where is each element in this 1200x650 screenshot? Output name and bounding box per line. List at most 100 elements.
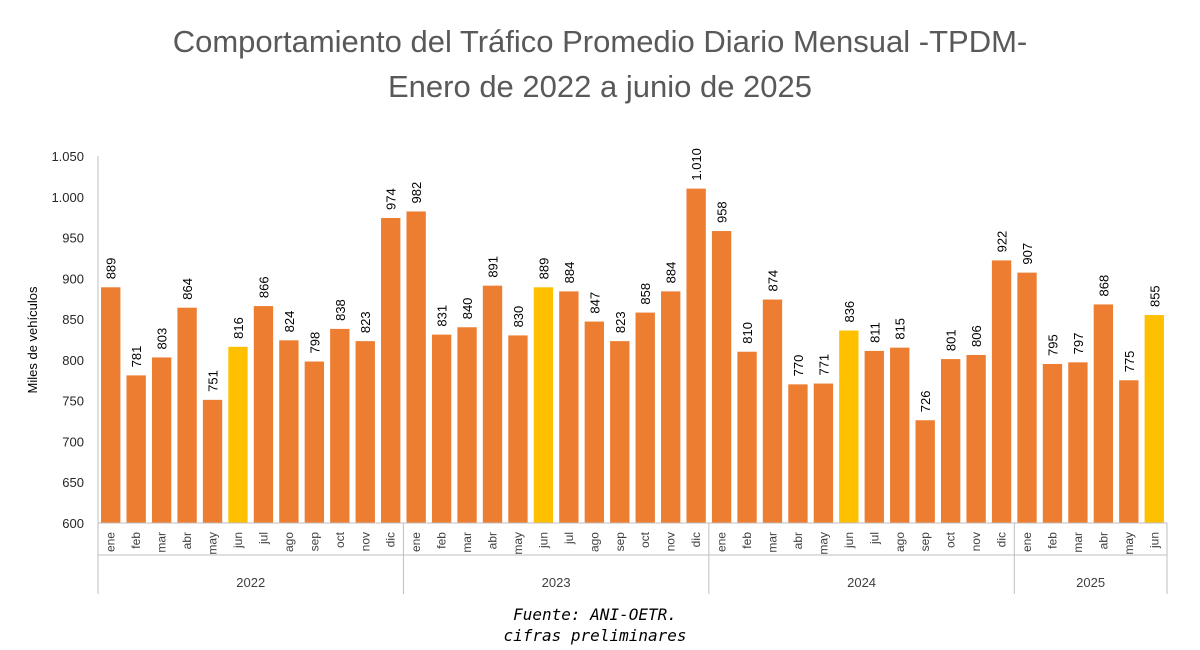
data-label: 866 <box>256 276 271 298</box>
bar-2024-abr <box>788 384 808 523</box>
month-label: abr <box>180 532 194 549</box>
month-label: may <box>206 532 220 555</box>
month-label: ago <box>893 532 907 552</box>
data-label: 889 <box>104 258 119 280</box>
data-label: 884 <box>562 262 577 284</box>
month-label: may <box>816 532 830 555</box>
month-label: sep <box>918 532 932 552</box>
month-label: may <box>1122 532 1136 555</box>
month-label: sep <box>307 532 321 552</box>
data-label: 831 <box>435 305 450 327</box>
year-label: 2025 <box>1076 575 1105 590</box>
month-label: nov <box>358 532 372 551</box>
bar-2023-mar <box>457 327 477 523</box>
bar-2023-ene <box>406 211 426 524</box>
data-label: 922 <box>995 231 1010 253</box>
bar-2023-nov <box>661 291 681 523</box>
month-label: dic <box>995 532 1009 547</box>
bar-2024-mar <box>762 299 783 523</box>
bar-2023-abr <box>482 285 503 523</box>
data-label: 884 <box>664 262 679 284</box>
bar-2024-ago <box>890 347 910 523</box>
bar-2022-may <box>202 399 223 523</box>
bar-2024-dic <box>991 260 1012 523</box>
data-label: 982 <box>409 182 424 204</box>
month-label: oct <box>944 531 958 548</box>
bar-2024-oct <box>940 359 961 523</box>
month-label: ene <box>104 532 118 552</box>
month-label: nov <box>969 532 983 551</box>
bar-2022-sep <box>304 361 325 523</box>
data-label: 838 <box>333 299 348 321</box>
bar-2022-ago <box>279 340 299 523</box>
month-label: mar <box>460 532 474 553</box>
data-label: 858 <box>638 283 653 305</box>
y-tick-label: 650 <box>62 475 84 490</box>
bars <box>101 188 1164 524</box>
preliminary-note: cifras preliminares <box>503 626 687 645</box>
bar-2023-ago <box>584 321 604 523</box>
y-tick-label: 950 <box>62 231 84 246</box>
month-label: jul <box>867 532 881 545</box>
bar-2022-abr <box>177 307 197 523</box>
data-label: 775 <box>1122 351 1137 373</box>
bar-2023-feb <box>431 334 452 523</box>
bar-2024-sep <box>915 420 935 523</box>
data-label: 840 <box>460 298 475 320</box>
y-tick-label: 900 <box>62 271 84 286</box>
y-tick-label: 850 <box>62 312 84 327</box>
data-label: 751 <box>206 370 221 392</box>
bar-2025-may <box>1119 380 1139 523</box>
month-label: feb <box>740 532 754 549</box>
bar-2023-dic <box>686 188 706 523</box>
data-label: 811 <box>867 322 882 343</box>
data-label: 823 <box>358 311 373 333</box>
month-label: oct <box>333 531 347 548</box>
data-label: 726 <box>918 391 933 413</box>
y-tick-label: 600 <box>62 516 84 531</box>
month-label: feb <box>129 532 143 549</box>
bar-2022-feb <box>126 375 146 523</box>
data-label: 864 <box>180 278 195 300</box>
month-label: ago <box>587 532 601 552</box>
bar-2025-jun <box>1144 315 1164 523</box>
bar-2025-mar <box>1068 362 1088 523</box>
data-label: 868 <box>1096 275 1111 297</box>
bar-2024-jun <box>839 330 859 523</box>
x-axis: ene feb mar abr may jun jul ago sep oct nov dic ene f… <box>97 522 1168 594</box>
month-label: jun <box>1147 532 1161 549</box>
bar-2022-jul <box>253 306 274 523</box>
bar-2024-feb <box>737 351 757 523</box>
month-label: nov <box>664 532 678 551</box>
bar-2022-dic <box>381 217 401 523</box>
data-label: 907 <box>1020 243 1035 265</box>
data-label: 958 <box>715 201 730 223</box>
month-label: jul <box>256 532 270 545</box>
data-label: 806 <box>969 325 984 347</box>
bar-2023-jul <box>559 291 579 523</box>
bar-2022-mar <box>151 357 172 523</box>
y-tick-label: 800 <box>62 353 84 368</box>
data-label: 974 <box>384 188 399 210</box>
data-label: 824 <box>282 311 297 333</box>
y-axis-title: Miles de vehículos <box>25 286 40 393</box>
bar-2025-feb <box>1042 363 1063 523</box>
month-label: may <box>511 532 525 555</box>
month-label: mar <box>155 532 169 553</box>
data-label: 771 <box>816 354 831 376</box>
data-label: 1.010 <box>689 148 704 181</box>
month-label: abr <box>791 532 805 549</box>
y-tick-label: 700 <box>62 434 84 449</box>
month-label: sep <box>613 532 627 552</box>
data-label: 823 <box>613 311 628 333</box>
month-label: ago <box>282 532 296 552</box>
chart-title: Comportamiento del Tráfico Promedio Diar… <box>172 24 1028 59</box>
month-label: feb <box>435 532 449 549</box>
source-text: Fuente: ANI-OETR. <box>513 605 677 624</box>
data-label: 847 <box>587 292 602 314</box>
month-label: dic <box>689 532 703 547</box>
bar-2023-oct <box>635 312 655 523</box>
bar-2025-abr <box>1093 304 1114 523</box>
month-label: jun <box>842 532 856 549</box>
